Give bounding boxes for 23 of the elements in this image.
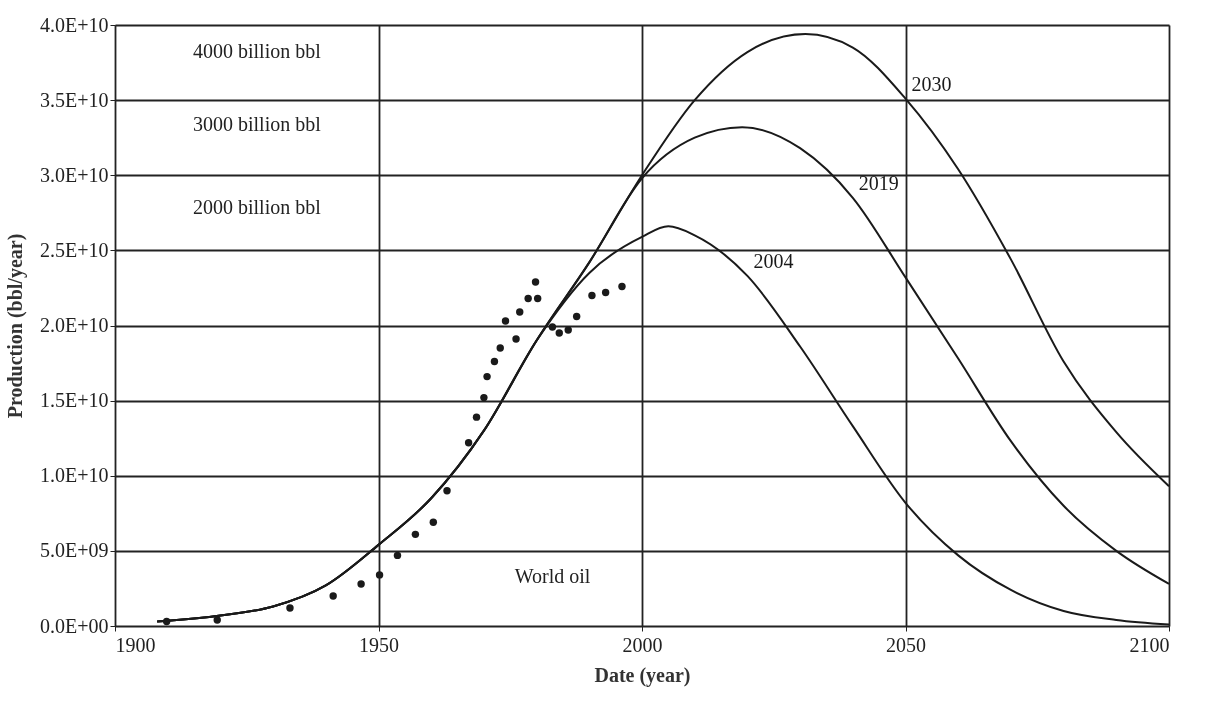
x-axis-title: Date (year) (594, 663, 691, 687)
series-label: 2004 (753, 249, 794, 272)
annotation: 4000 billion bbl (193, 39, 322, 62)
y-tick-label: 4.0E+10 (40, 13, 109, 36)
series-label: 2019 (858, 171, 899, 194)
x-tick-label: 2000 (622, 633, 663, 656)
y-tick-label: 0.0E+00 (40, 614, 109, 637)
x-tick-label: 1900 (115, 633, 156, 656)
series-label: 2030 (911, 72, 952, 95)
x-tick-label: 1950 (359, 633, 399, 656)
y-tick-label: 1.0E+10 (40, 464, 109, 487)
y-tick-label: 1.5E+10 (40, 389, 109, 412)
x-tick-label: 2100 (1129, 633, 1170, 656)
annotation: 2000 billion bbl (193, 195, 322, 218)
annotation: World oil (514, 564, 591, 587)
y-tick-label: 2.0E+10 (40, 314, 109, 336)
y-tick-label: 3.0E+10 (40, 163, 109, 186)
y-axis-title: Production (bbl/year) (4, 233, 27, 419)
y-tick-label: 2.5E+10 (40, 238, 109, 261)
x-tick-label: 2050 (886, 633, 926, 656)
annotation: 3000 billion bbl (193, 113, 322, 136)
y-tick-label: 5.0E+09 (40, 539, 109, 562)
y-tick-label: 3.5E+10 (40, 88, 109, 111)
